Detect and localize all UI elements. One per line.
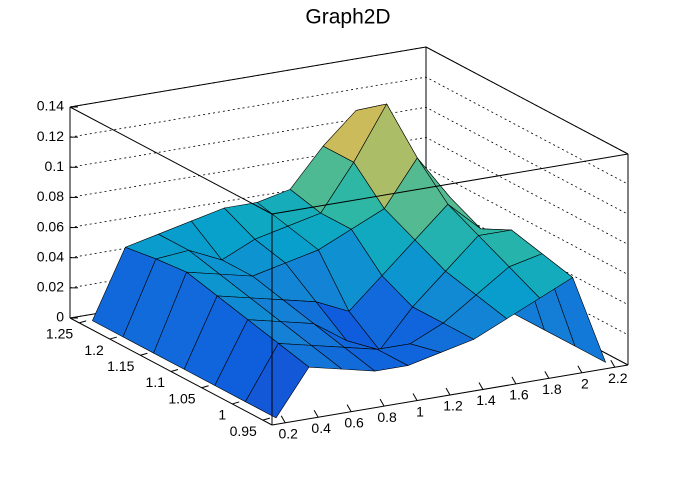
y-tick [201, 385, 209, 389]
y-tick [109, 336, 117, 340]
x-tick-label: 2 [581, 375, 589, 391]
x-tick [577, 365, 583, 374]
y-tick-label: 1.25 [46, 326, 73, 342]
x-tick [313, 409, 319, 418]
z-tick-label: 0.12 [37, 128, 64, 144]
surface [92, 103, 606, 419]
z-tick-label: 0.14 [37, 98, 64, 114]
y-tick [170, 369, 179, 372]
y-tick [140, 352, 148, 356]
x-tick [379, 398, 385, 407]
z-tick-label: 0 [56, 309, 64, 325]
x-tick-label: 1.2 [443, 398, 463, 414]
y-tick [262, 417, 270, 421]
y-tick-label: 1.15 [107, 358, 134, 374]
y-tick-label: 0.95 [230, 423, 257, 439]
grid-line [69, 137, 629, 245]
x-tick-label: 1.8 [542, 381, 562, 397]
x-tick [478, 382, 484, 390]
grid-line [69, 167, 629, 275]
y-tick [232, 401, 240, 405]
grid-line [69, 76, 629, 185]
chart-title: Graph2D [305, 6, 390, 29]
surface-cell [245, 343, 310, 419]
x-tick-label: 1.6 [509, 387, 529, 403]
x-tick [511, 376, 517, 385]
z-tick-label: 0.1 [45, 158, 65, 174]
x-tick-label: 0.2 [278, 425, 298, 441]
z-tick-label: 0.06 [37, 218, 64, 234]
x-tick-label: 0.8 [377, 409, 397, 425]
x-tick [412, 393, 418, 401]
x-tick-label: 1 [416, 403, 424, 419]
x-tick [610, 359, 616, 368]
x-tick [544, 371, 550, 379]
z-tick-label: 0.02 [37, 279, 64, 295]
x-tick [445, 387, 451, 396]
x-tick [346, 404, 352, 412]
x-tick-label: 1.4 [476, 392, 496, 408]
box-edge [425, 46, 629, 155]
z-tick-label: 0.04 [37, 248, 64, 264]
y-tick-label: 1 [218, 407, 226, 423]
x-tick-label: 0.4 [311, 420, 331, 436]
y-tick-label: 1.05 [168, 390, 195, 406]
box-edge [271, 153, 629, 215]
y-tick [79, 320, 87, 324]
y-tick-label: 1.1 [146, 374, 166, 390]
x-tick-label: 2.2 [608, 370, 628, 386]
grid-line [69, 106, 629, 215]
box-edge [69, 46, 427, 108]
box-edge [69, 106, 273, 215]
front-frame: 0.2 0.4 0.6 0.8 1 1.2 1.4 1.6 1.8 2 2.20.9511.051.… [46, 46, 629, 441]
z-tick-label: 0.08 [37, 188, 64, 204]
y-tick-label: 1.2 [84, 342, 104, 358]
x-tick [280, 415, 286, 424]
x-tick-label: 0.6 [344, 414, 364, 430]
